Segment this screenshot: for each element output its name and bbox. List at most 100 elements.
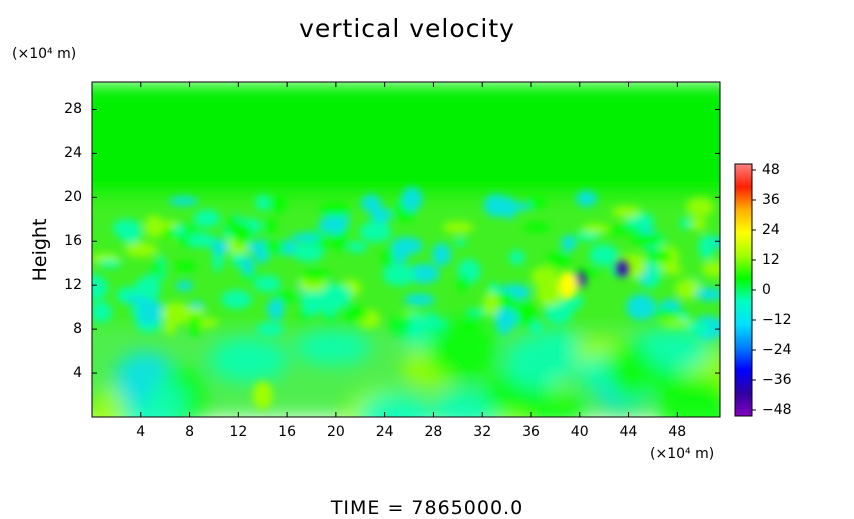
x-tick-label: 12 (229, 424, 248, 440)
turbulence-patch (360, 194, 382, 213)
x-tick-label: 8 (185, 424, 195, 440)
turbulence-patch (483, 292, 499, 317)
lower-patch (606, 339, 652, 402)
turbulence-patch (256, 322, 284, 337)
x-tick-label: 40 (570, 424, 589, 440)
turbulence-patch (232, 222, 253, 246)
turbulence-patch (686, 197, 715, 217)
colorbar-tick-label: −24 (762, 342, 792, 358)
y-tick-label: 28 (64, 101, 82, 118)
turbulence-patch (241, 255, 255, 276)
turbulence-patch (401, 186, 423, 212)
turbulence-patch (523, 222, 551, 233)
turbulence-patch (151, 261, 163, 277)
turbulence-patch (407, 263, 440, 284)
colorbar-tick-label: −48 (762, 402, 792, 418)
turbulence-patch (269, 197, 282, 211)
turbulence-patch (370, 207, 393, 223)
turbulence-patch (300, 269, 332, 282)
turbulence-patch (456, 275, 469, 292)
turbulence-patch (390, 236, 423, 255)
turbulence-patch (381, 247, 395, 270)
turbulence-patch (255, 194, 270, 211)
turbulence-patch (175, 280, 194, 291)
turbulence-patch (318, 215, 348, 235)
turbulence-patch (582, 223, 609, 234)
turbulence-patch (134, 276, 161, 302)
turbulence-patch (622, 253, 647, 279)
time-label: TIME = 7865000.0 (330, 497, 524, 519)
turbulence-patch (220, 289, 252, 309)
turbulence-patch (359, 221, 392, 243)
turbulence-patch (193, 209, 221, 228)
colorbar-tick-label: 24 (762, 222, 780, 238)
y-tick-label: 16 (64, 233, 82, 250)
colorbar-tick-label: 48 (762, 162, 780, 178)
turbulence-patch (454, 238, 467, 247)
turbulence-patch (503, 202, 532, 211)
turbulence-patch (702, 260, 720, 278)
lower-patch (515, 391, 586, 417)
lower-patch (294, 329, 371, 365)
turbulence-patch (631, 232, 664, 247)
turbulence-patch (292, 243, 324, 262)
turbulence-patch (508, 250, 525, 265)
turbulence-patch (604, 226, 629, 236)
turbulence-patch (319, 201, 350, 218)
turbulence-patch (161, 302, 191, 325)
turbulence-patch (144, 215, 165, 238)
colorbar-tick-label: −36 (762, 372, 792, 388)
turbulence-patch (690, 217, 707, 231)
turbulence-patch (546, 252, 572, 268)
turbulence-patch (465, 308, 487, 319)
turbulence-patch (346, 241, 368, 253)
turbulence-patch (300, 291, 324, 316)
downdraft-cell (616, 260, 629, 278)
colorbar (734, 163, 753, 417)
turbulence-patch (662, 265, 683, 275)
turbulence-patch (264, 217, 277, 235)
turbulence-patch (589, 244, 619, 266)
turbulence-patch (695, 287, 720, 301)
x-tick-label: 36 (522, 424, 540, 440)
turbulence-patch (174, 260, 197, 272)
turbulence-patch (263, 240, 285, 255)
turbulence-patch (653, 309, 681, 319)
turbulence-patch (514, 301, 537, 327)
turbulence-patch (575, 190, 598, 207)
x-tick-label: 24 (375, 424, 394, 440)
turbulence-patch (92, 301, 113, 323)
turbulence-patch (247, 241, 259, 254)
turbulence-patch (680, 217, 693, 230)
y-tick-label: 4 (73, 365, 82, 382)
x-tick-label: 16 (278, 424, 297, 440)
field-layer (92, 82, 720, 198)
turbulence-patch (625, 294, 657, 321)
turbulence-patch (319, 283, 352, 309)
lower-patch (648, 329, 709, 371)
plot-frame (91, 81, 721, 418)
turbulence-patch (253, 275, 282, 293)
x-tick-label: 28 (424, 424, 443, 440)
turbulence-patch (125, 295, 148, 305)
lower-patch (512, 348, 561, 383)
turbulence-patch (698, 234, 715, 260)
turbulence-patch (174, 223, 185, 237)
turbulence-patch (382, 264, 416, 286)
turbulence-patch (536, 280, 559, 306)
turbulence-patch (137, 299, 165, 324)
turbulence-patch (321, 303, 338, 316)
turbulence-patch (290, 232, 322, 242)
turbulence-patch (98, 259, 122, 268)
x-tick-label: 20 (326, 424, 345, 440)
turbulence-patch (164, 318, 176, 336)
colorbar-tick-label: 36 (762, 192, 780, 208)
turbulence-patch (643, 248, 673, 264)
turbulence-patch (403, 293, 435, 306)
lower-patch (147, 382, 186, 417)
turbulence-patch (113, 219, 130, 237)
turbulence-patch (266, 298, 284, 319)
updraft-cell (557, 271, 578, 300)
turbulence-patch (124, 242, 158, 258)
